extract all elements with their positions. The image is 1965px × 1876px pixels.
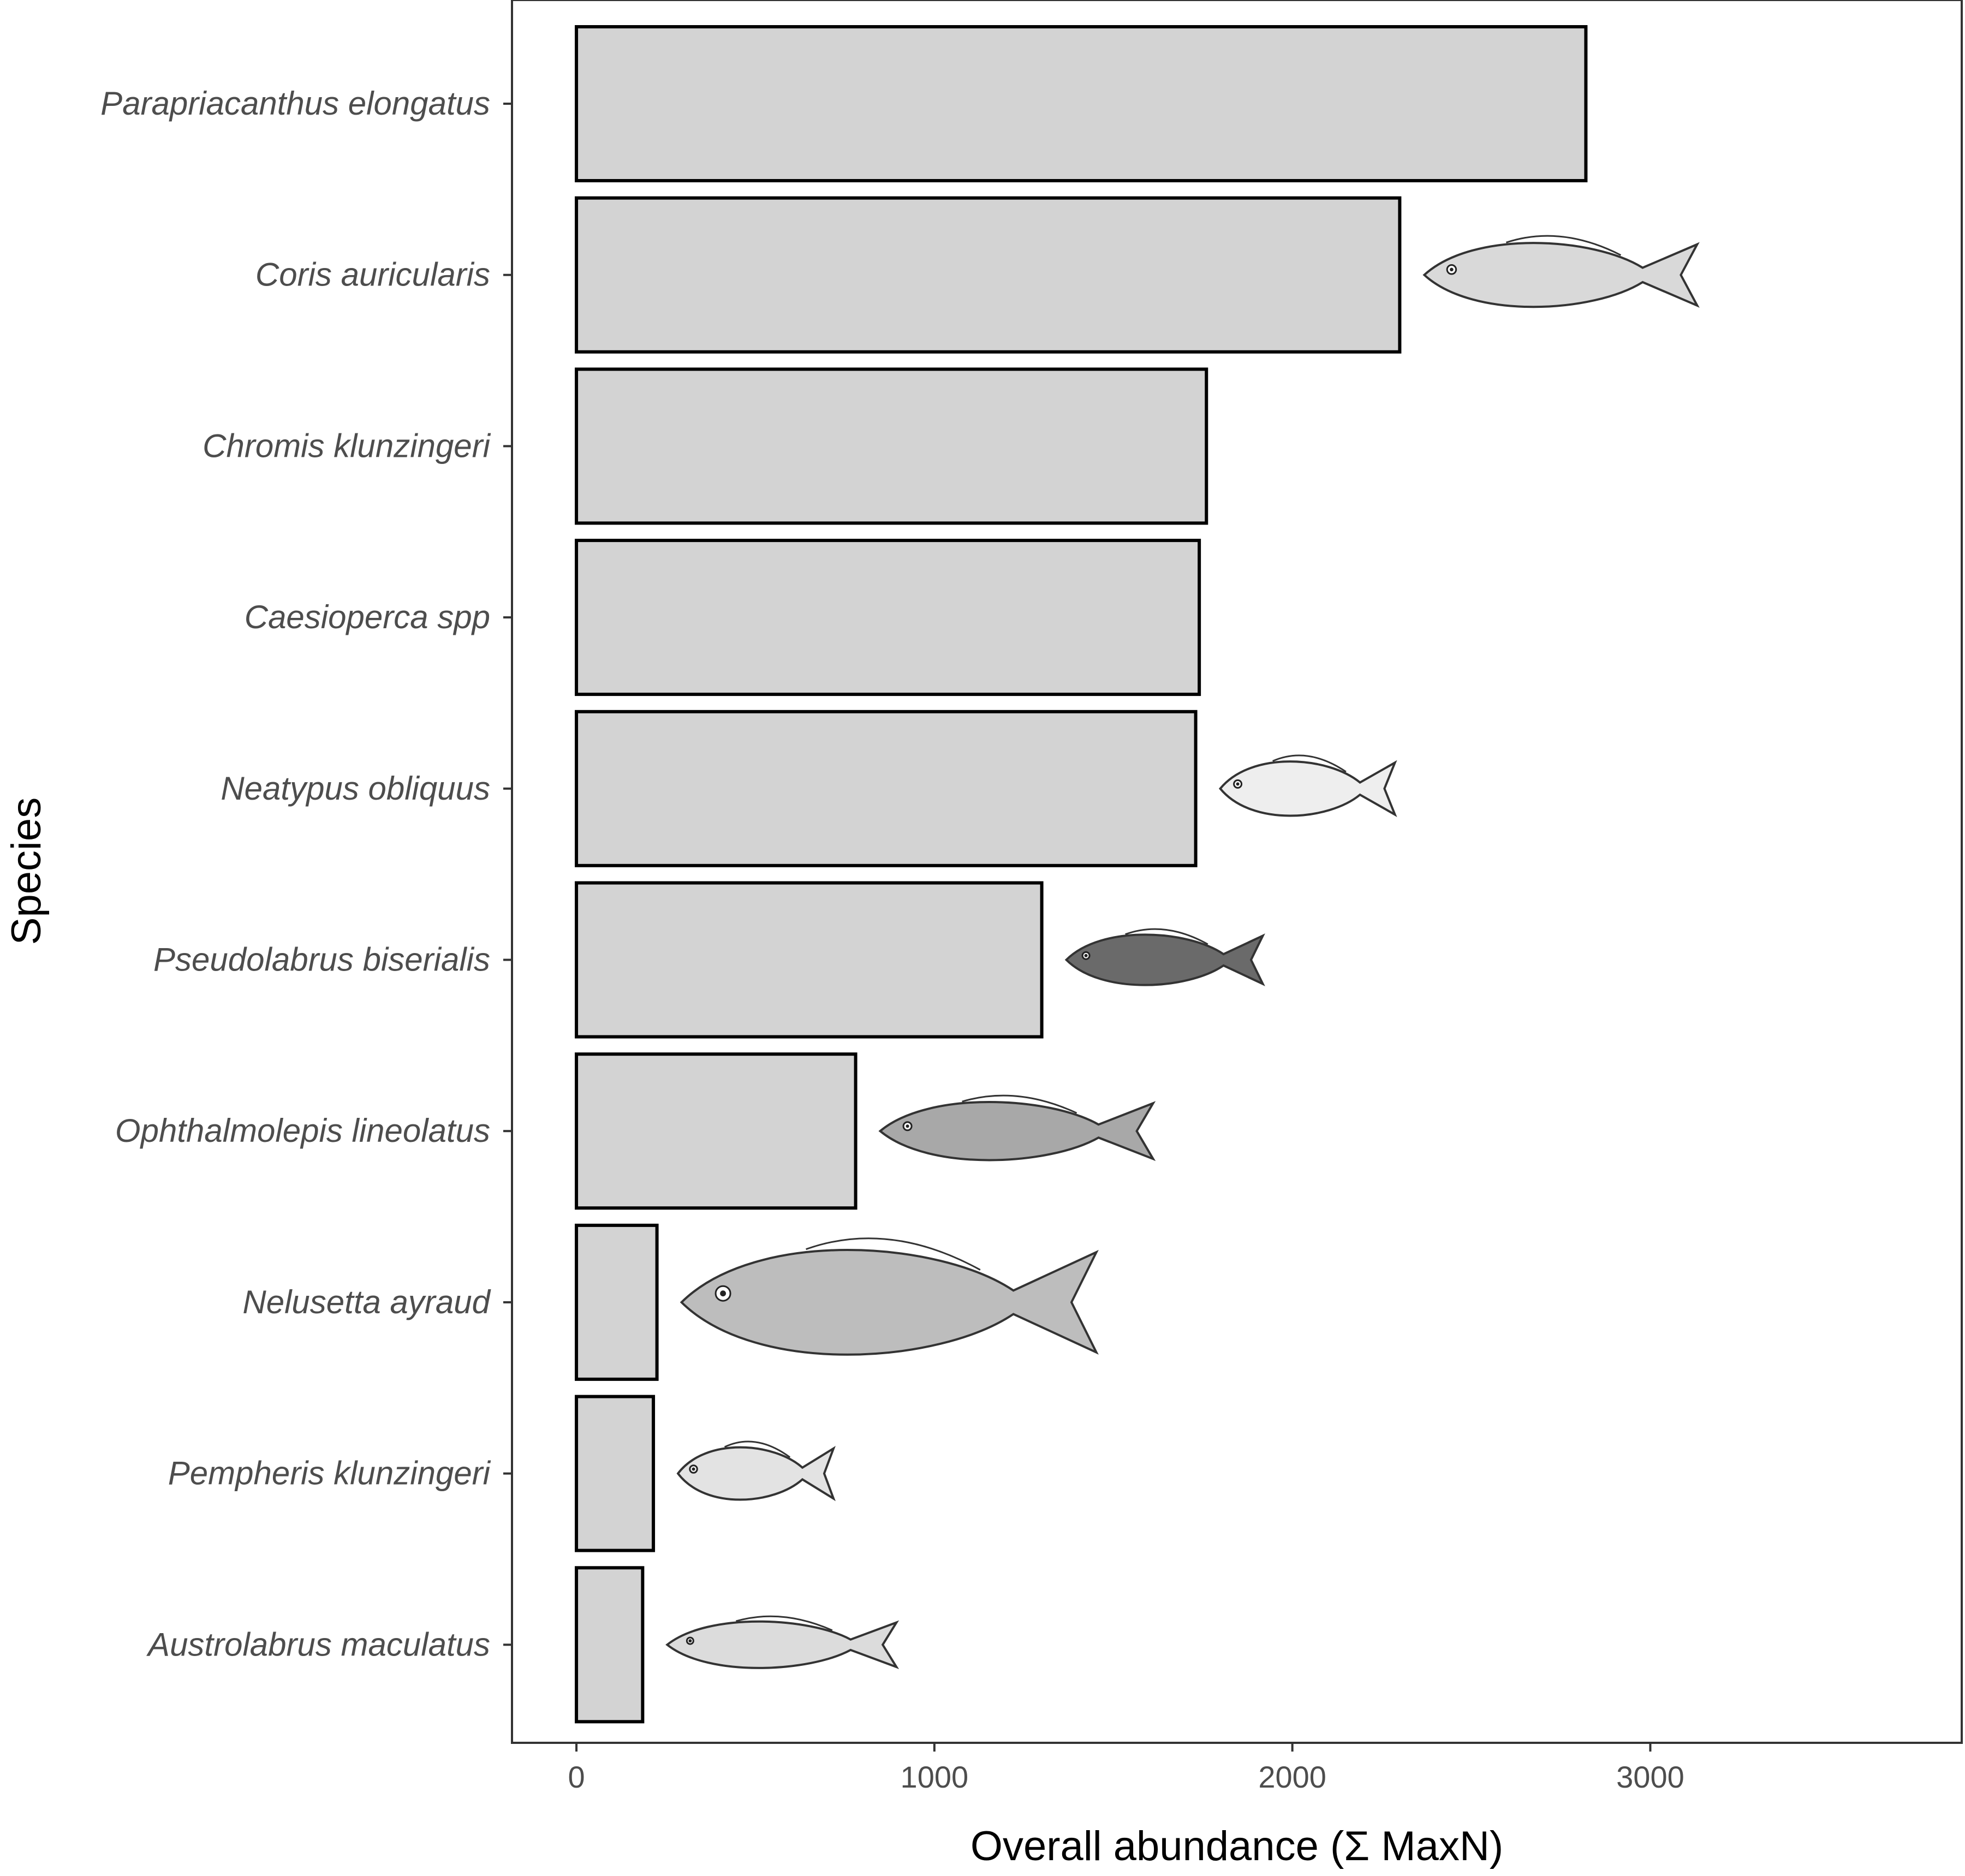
dark-wrasse-fish-icon [1064,928,1265,986]
bar-nelusetta-ayraud [575,1223,659,1381]
bar-chromis-klunzingeri [575,367,1208,525]
bar-parapriacanthus-elongatus [575,25,1588,182]
bars-layer [575,25,1588,1724]
bar-pempheris-klunzingeri [575,1395,656,1552]
spotted-wrasse-fish-icon [665,1615,900,1670]
y-axis: Parapriacanthus elongatus Coris auricular… [100,85,512,1663]
y-tick-label: Coris auricularis [255,257,490,293]
y-tick-label: Pempheris klunzingeri [168,1455,491,1492]
striped-butterfly-fish-icon [1218,754,1397,817]
sweep-fish-icon [676,1440,836,1502]
bar-neatypus-obliquus [575,710,1198,867]
y-tick-label: Neatypus obliquus [221,770,490,807]
plot-panel-border [511,0,1963,1744]
y-axis-title: Species [3,797,50,945]
x-axis: 0 1000 2000 3000 [568,1743,1684,1794]
y-tick-label: Nelusetta ayraud [242,1284,491,1320]
bar-coris-auricularis [575,196,1402,354]
bar-caesioperca-spp [575,539,1201,696]
lined-wrasse-fish-icon [878,1094,1156,1162]
x-tick-label: 0 [568,1760,585,1794]
x-tick-label: 2000 [1258,1760,1326,1794]
y-tick-label: Ophthalmolepis lineolatus [115,1112,490,1149]
y-tick-label: Austrolabrus maculatus [146,1626,490,1663]
y-tick-label: Caesioperca spp [245,599,490,635]
y-tick-label: Parapriacanthus elongatus [100,85,490,122]
leatherjacket-fish-icon [680,1237,1099,1356]
bar-austrolabrus-maculatus [575,1566,645,1724]
x-tick-label: 1000 [901,1760,969,1794]
bar-pseudolabrus-biserialis [575,881,1044,1039]
x-axis-title: Overall abundance (Σ MaxN) [970,1823,1503,1869]
y-tick-label: Chromis klunzingeri [203,427,491,464]
y-tick-label: Pseudolabrus biserialis [153,942,490,978]
bar-ophthalmolepis-lineolatus [575,1052,858,1210]
wrasse-fish-icon [1422,235,1700,308]
fish-illustrations-layer [665,235,1700,1670]
x-tick-label: 3000 [1616,1760,1684,1794]
